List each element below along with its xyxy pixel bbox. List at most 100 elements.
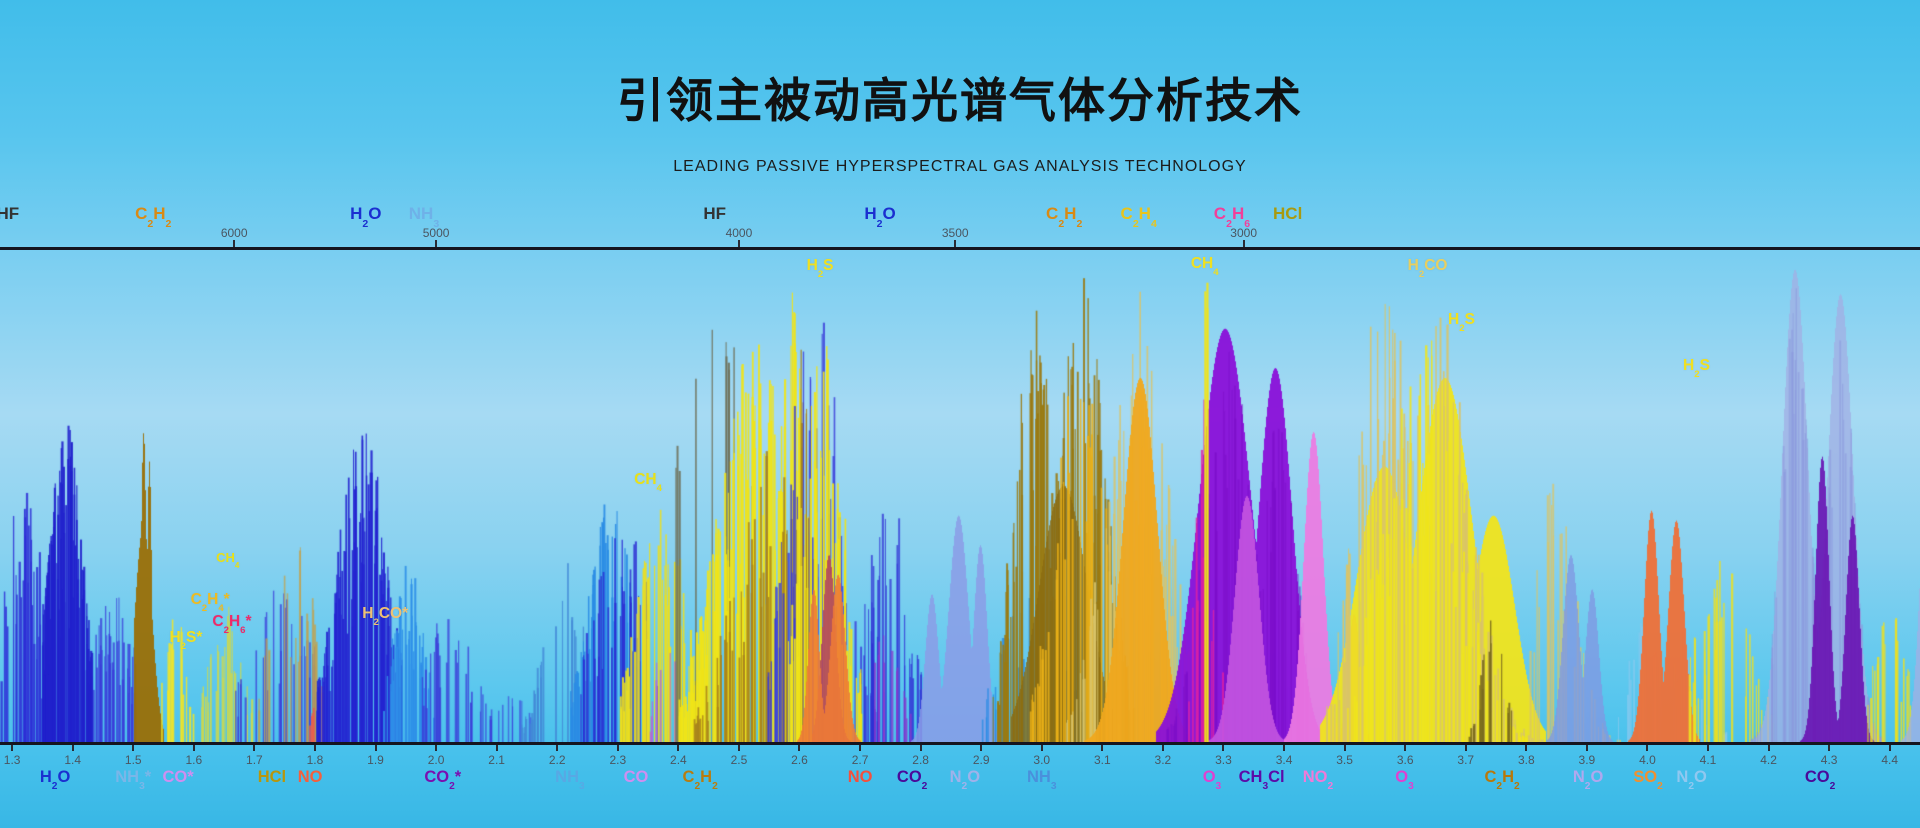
- molecule-label-c2h6-top: C2H6: [1213, 204, 1251, 230]
- gas-absorption-spectra-canvas: [0, 250, 1920, 742]
- bottom-tick-4.1: [1707, 745, 1709, 751]
- molecule-label-hf-top: HF: [0, 204, 20, 223]
- molecule-label-h2s-inchart: H2S*: [169, 629, 203, 652]
- molecule-label-h2o-top: H2O: [350, 204, 382, 230]
- molecule-label-nh3-bottom: NH3*: [115, 768, 152, 793]
- molecule-label-hf-top: HF: [703, 204, 727, 223]
- bottom-tick-label-4.3: 4.3: [1820, 753, 1838, 767]
- bottom-tick-2.8: [919, 745, 922, 751]
- top-tick-6000: [233, 240, 236, 247]
- bottom-tick-3.7: [1464, 745, 1467, 751]
- molecule-label-c2h4-top: C2H4: [1120, 204, 1157, 230]
- bottom-tick-1.4: [71, 745, 74, 751]
- bottom-tick-label-3.7: 3.7: [1457, 753, 1475, 767]
- top-tick-label-3500: 3500: [941, 226, 969, 240]
- molecule-label-no-bottom: NO: [847, 768, 873, 786]
- molecule-label-ch3cl-bottom: CH3Cl: [1238, 768, 1285, 793]
- molecule-label-ch4-inchart: CH4: [634, 471, 662, 494]
- molecule-label-c2h2-top: C2H2: [135, 204, 172, 230]
- molecule-label-co2-bottom: CO2: [896, 768, 928, 793]
- molecule-label-c2h6-inchart: C2H6*: [212, 613, 252, 636]
- molecule-label-co-bottom: CO*: [162, 768, 194, 786]
- molecule-label-n2o-bottom: N2O: [1676, 768, 1707, 793]
- bottom-tick-4: [1646, 745, 1649, 751]
- molecule-label-o3-bottom: O3: [1395, 768, 1414, 793]
- bottom-tick-label-2.5: 2.5: [730, 753, 748, 767]
- bottom-tick-2: [435, 745, 438, 751]
- bottom-tick-2.3: [616, 745, 619, 751]
- bottom-tick-label-2.7: 2.7: [851, 753, 869, 767]
- bottom-tick-1.8: [313, 745, 316, 751]
- bottom-tick-label-4.4: 4.4: [1881, 753, 1899, 767]
- bottom-tick-label-1.3: 1.3: [3, 753, 21, 767]
- bottom-axis-line: [0, 742, 1920, 745]
- bottom-tick-2.1: [495, 745, 498, 751]
- top-tick-5000: [435, 240, 438, 247]
- bottom-tick-label-3: 3.0: [1033, 753, 1051, 767]
- bottom-tick-2.5: [737, 745, 740, 751]
- bottom-tick-3.1: [1101, 745, 1104, 751]
- bottom-tick-label-1.8: 1.8: [306, 753, 324, 767]
- molecule-label-co2-bottom: CO2: [1804, 768, 1836, 793]
- bottom-tick-label-4.2: 4.2: [1760, 753, 1777, 767]
- molecule-label-h2o-top: H2O: [864, 204, 896, 230]
- bottom-tick-2.4: [677, 745, 680, 751]
- bottom-tick-label-3.4: 3.4: [1275, 753, 1293, 767]
- molecule-label-nh3-bottom: NH3: [1027, 768, 1057, 793]
- bottom-tick-3: [1040, 745, 1043, 751]
- top-tick-label-5000: 5000: [422, 226, 450, 240]
- top-tick-label-6000: 6000: [220, 226, 248, 240]
- bottom-tick-4.2: [1767, 745, 1770, 751]
- bottom-tick-1.3: [11, 745, 14, 751]
- bottom-tick-3.3: [1222, 745, 1225, 751]
- molecule-label-ch4-inchart: CH4: [1190, 255, 1219, 278]
- molecule-label-c2h2-bottom: C2H2: [1484, 768, 1520, 793]
- bottom-tick-1.9: [374, 745, 377, 751]
- top-tick-3000: [1242, 240, 1245, 247]
- bottom-tick-label-1.5: 1.5: [124, 753, 142, 767]
- top-tick-4000: [737, 240, 740, 247]
- bottom-tick-label-3.1: 3.1: [1093, 753, 1111, 767]
- bottom-tick-label-3.9: 3.9: [1578, 753, 1596, 767]
- bottom-tick-2.6: [798, 745, 801, 751]
- bottom-tick-3.2: [1161, 745, 1164, 751]
- bottom-tick-4.3: [1828, 745, 1831, 751]
- bottom-tick-label-4: 4.0: [1639, 753, 1656, 767]
- bottom-tick-label-2.8: 2.8: [912, 753, 929, 767]
- bottom-tick-label-4.1: 4.1: [1699, 753, 1717, 767]
- bottom-tick-label-2: 2.0: [427, 753, 445, 767]
- top-axis-line: [0, 247, 1920, 250]
- molecule-label-h2s-inchart: H2S: [1683, 357, 1710, 380]
- bottom-tick-2.7: [859, 745, 862, 751]
- bottom-tick-3.9: [1585, 745, 1588, 751]
- bottom-tick-3.8: [1525, 745, 1528, 751]
- molecule-label-h2co-inchart: H2CO: [1407, 257, 1448, 280]
- bottom-tick-label-1.9: 1.9: [367, 753, 384, 767]
- bottom-tick-label-2.1: 2.1: [488, 753, 505, 767]
- molecule-label-hcl-top: HCl: [1273, 204, 1303, 223]
- molecule-label-hcl-bottom: HCl: [257, 768, 287, 786]
- molecule-label-o3-bottom: O3: [1202, 768, 1222, 793]
- bottom-tick-1.7: [253, 745, 256, 751]
- bottom-tick-label-2.2: 2.2: [548, 753, 566, 767]
- bottom-tick-1.6: [192, 745, 195, 751]
- bottom-tick-label-3.2: 3.2: [1154, 753, 1172, 767]
- molecule-label-h2co-inchart: H2CO*: [362, 605, 409, 628]
- page-title: 引领主被动高光谱气体分析技术: [617, 74, 1303, 127]
- molecule-label-no2-bottom: NO2: [1302, 768, 1334, 793]
- molecule-label-so2-bottom: SO2: [1633, 768, 1663, 793]
- bottom-tick-label-1.7: 1.7: [246, 753, 263, 767]
- bottom-tick-label-2.9: 2.9: [972, 753, 990, 767]
- molecule-label-h2o-bottom: H2O: [39, 768, 71, 793]
- bottom-tick-label-3.8: 3.8: [1517, 753, 1535, 767]
- bottom-tick-label-3.5: 3.5: [1336, 753, 1353, 767]
- bottom-tick-label-2.4: 2.4: [670, 753, 687, 767]
- molecule-label-c2h4-inchart: C2H4*: [190, 591, 230, 614]
- bottom-tick-4.4: [1888, 745, 1891, 751]
- top-tick-label-3000: 3000: [1230, 226, 1258, 240]
- molecule-label-n2o-bottom: N2O: [949, 768, 981, 793]
- bottom-tick-label-2.6: 2.6: [791, 753, 808, 767]
- molecule-label-c2h2-bottom: C2H2: [682, 768, 718, 793]
- top-tick-3500: [954, 240, 957, 247]
